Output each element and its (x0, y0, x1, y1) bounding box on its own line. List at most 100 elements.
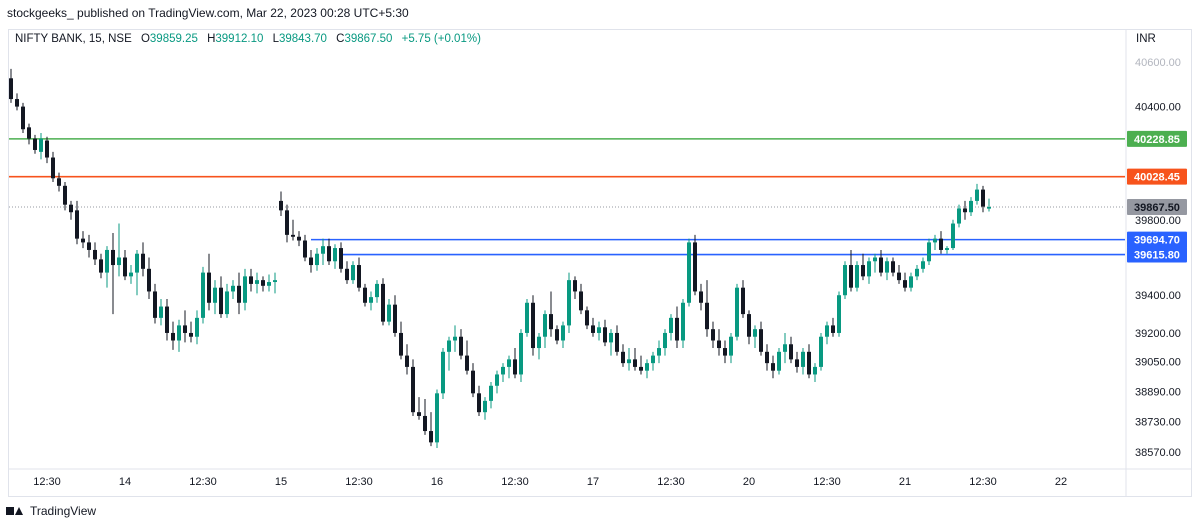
time-tick-label: 14 (119, 476, 131, 488)
footer-brand[interactable]: TradingView (6, 504, 96, 518)
candle-body (831, 325, 835, 333)
candle-body (597, 327, 601, 333)
candle-body (465, 355, 469, 371)
candle-body (951, 223, 955, 249)
candle-body (177, 325, 181, 341)
candle-body (321, 246, 325, 254)
candle-body (243, 276, 247, 303)
candle-body (129, 272, 133, 277)
candle-body (141, 253, 145, 269)
candle-body (861, 265, 865, 277)
level-price-tag-bg (1127, 231, 1187, 248)
time-tick-label: 12:30 (189, 476, 217, 488)
candle-body (369, 297, 373, 303)
candle-body (87, 242, 91, 250)
candle-body (843, 265, 847, 296)
candle-body (681, 302, 685, 341)
candle-body (813, 366, 817, 375)
candle-body (303, 240, 307, 258)
candle-body (423, 415, 427, 432)
candle-body (789, 344, 793, 360)
candle-body (579, 291, 583, 311)
candle-body (969, 200, 973, 213)
candle-body (657, 348, 661, 356)
candle-body (915, 268, 919, 277)
candle-body (621, 351, 625, 364)
candle-body (507, 359, 511, 367)
candle-body (111, 249, 115, 266)
candle-body (147, 268, 151, 292)
last-price-tag-bg (1127, 199, 1187, 216)
candle-body (231, 285, 235, 292)
candle-body (873, 257, 877, 262)
candle-body (783, 344, 787, 352)
level-price-tag: 39615.80 (1134, 250, 1180, 262)
candle-body (339, 248, 343, 269)
candle-body (615, 332, 619, 352)
time-tick-label: 16 (431, 476, 443, 488)
candle-body (807, 351, 811, 375)
candle-body (699, 291, 703, 303)
candle-body (759, 329, 763, 352)
tradingview-logo-icon (6, 505, 24, 517)
symbol-legend: NIFTY BANK, 15, NSE O39859.25 H39912.10 … (15, 33, 481, 45)
candle-body (693, 242, 697, 292)
candle-body (891, 261, 895, 273)
candle-body (51, 157, 55, 179)
candle-body (33, 138, 37, 150)
candle-body (585, 310, 589, 326)
price-tick-label: 38730.00 (1135, 417, 1181, 429)
candle-body (453, 336, 457, 341)
high-value: 39912.10 (215, 33, 264, 45)
candle-body (69, 204, 73, 213)
time-tick-label: 12:30 (501, 476, 529, 488)
price-tick-label: 40400.00 (1135, 102, 1181, 114)
candle-body (555, 329, 559, 341)
change-value: +5.75 (+0.01%) (401, 33, 481, 45)
candle-body (573, 280, 577, 292)
candle-body (651, 355, 655, 364)
candle-body (477, 393, 481, 413)
candle-body (225, 291, 229, 315)
candle-body (687, 242, 691, 303)
candle-body (567, 280, 571, 326)
candle-body (531, 302, 535, 349)
candle-body (447, 340, 451, 352)
candle-body (909, 276, 913, 288)
candle-body (255, 280, 259, 284)
candle-body (381, 283, 385, 322)
candle-body (333, 248, 337, 262)
candle-body (435, 393, 439, 443)
candle-body (249, 276, 253, 284)
candle-body (825, 325, 829, 337)
candle-body (45, 140, 49, 158)
time-tick-label: 12:30 (813, 476, 841, 488)
candle-body (99, 259, 103, 273)
candle-body (639, 366, 643, 371)
candle-body (387, 304, 391, 322)
candle-body (879, 257, 883, 273)
level-price-tag: 39694.70 (1134, 235, 1180, 247)
candle-body (291, 234, 295, 237)
price-tick-label: 39200.00 (1135, 328, 1181, 340)
candle-body (933, 238, 937, 243)
candle-body (81, 238, 85, 243)
time-tick-label: 20 (743, 476, 755, 488)
candle-body (801, 351, 805, 367)
candle-body (393, 304, 397, 333)
level-price-tag-bg (1127, 130, 1187, 147)
time-tick-label: 12:30 (969, 476, 997, 488)
candle-body (747, 314, 751, 337)
candle-body (279, 200, 283, 211)
candle-body (27, 127, 31, 139)
candle-body (363, 287, 367, 303)
time-tick-label: 15 (275, 476, 287, 488)
candle-body (939, 238, 943, 250)
candle-body (201, 272, 205, 318)
candle-body (849, 265, 853, 288)
candle-body (237, 285, 241, 303)
candle-body (399, 332, 403, 356)
level-price-tag-bg (1127, 168, 1187, 185)
open-label: O (140, 33, 150, 45)
